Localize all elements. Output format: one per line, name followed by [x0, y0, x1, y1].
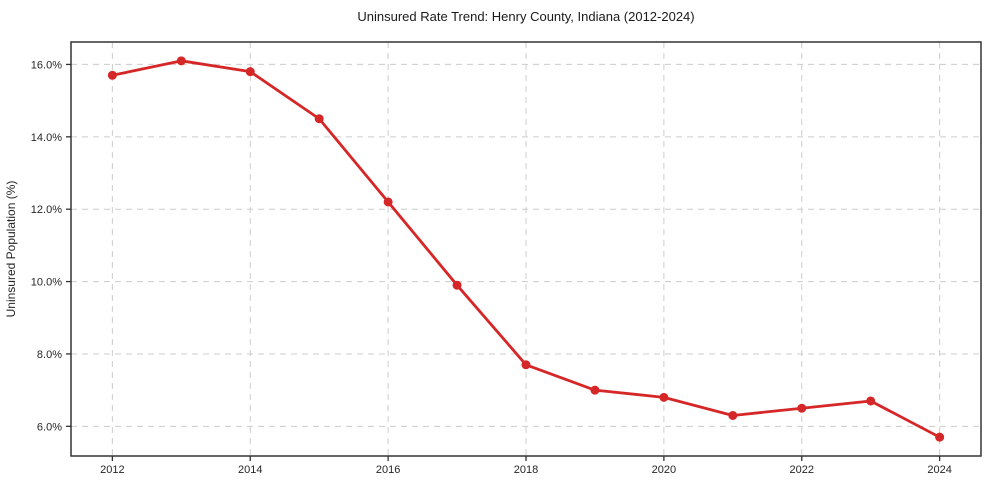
y-tick-label: 8.0% — [37, 349, 62, 361]
x-tick-label: 2014 — [238, 464, 262, 476]
data-point-marker — [590, 385, 600, 395]
data-point-marker — [659, 392, 669, 402]
y-tick-label: 10.0% — [31, 277, 62, 289]
data-point-marker — [797, 403, 807, 413]
data-point-marker — [521, 360, 531, 370]
data-point-marker — [935, 432, 945, 442]
y-axis-label: Uninsured Population (%) — [4, 181, 18, 318]
y-tick-label: 12.0% — [31, 204, 62, 216]
tick-labels: 6.0% 8.0% 10.0% 12.0% 14.0% 16.0% 2012 2014 2016… — [31, 59, 952, 476]
trend-line-series — [107, 56, 945, 442]
y-tick-label: 14.0% — [31, 132, 62, 144]
data-point-marker — [728, 410, 738, 420]
x-tick-label: 2020 — [652, 464, 676, 476]
data-point-marker — [452, 280, 462, 290]
x-tick-label: 2024 — [927, 464, 951, 476]
x-tick-label: 2016 — [376, 464, 400, 476]
plot-border — [70, 41, 982, 457]
gridlines — [71, 42, 981, 456]
data-point-marker — [176, 56, 186, 66]
axis-ticks — [66, 63, 941, 461]
data-point-marker — [107, 70, 117, 80]
data-point-marker — [314, 114, 324, 124]
data-point-marker — [245, 67, 255, 77]
x-tick-label: 2018 — [514, 464, 538, 476]
data-point-marker — [866, 396, 876, 406]
chart-title: Uninsured Rate Trend: Henry County, Indi… — [357, 9, 694, 24]
y-tick-label: 6.0% — [37, 421, 62, 433]
x-tick-label: 2022 — [790, 464, 814, 476]
trend-line — [110, 59, 942, 439]
x-tick-label: 2012 — [100, 464, 124, 476]
y-tick-label: 16.0% — [31, 59, 62, 71]
data-point-marker — [383, 197, 393, 207]
